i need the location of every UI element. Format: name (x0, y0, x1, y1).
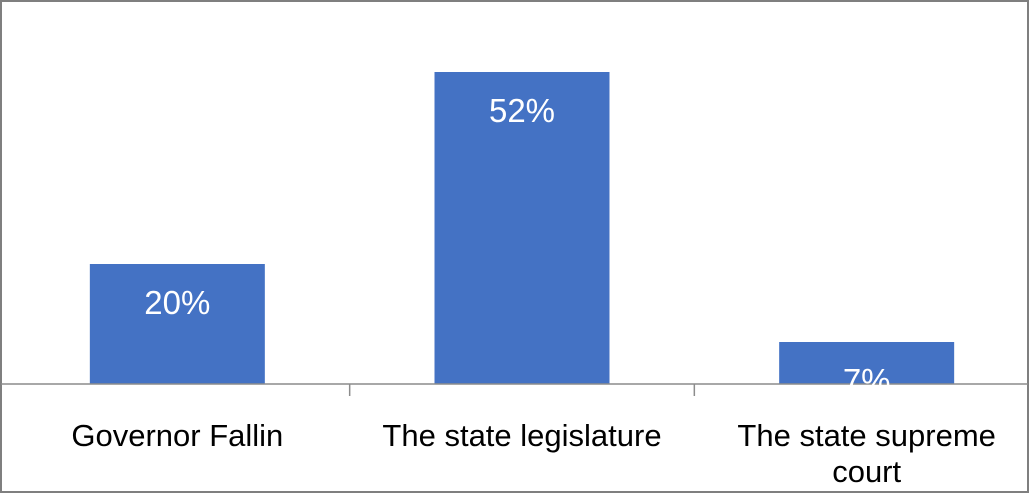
bar-1 (89, 264, 265, 384)
labels-layer: 20% 52% 7% (144, 92, 890, 399)
data-label-2: 52% (489, 92, 555, 129)
data-label-1: 20% (144, 284, 210, 321)
category-label-2: The state legislature (382, 418, 661, 453)
bars-layer (89, 72, 955, 384)
ticks-layer (348, 384, 696, 396)
category-label-3: The state supreme court (737, 418, 995, 489)
data-label-3: 7% (843, 362, 891, 399)
categories-layer: Governor Fallin The state legislature The … (71, 418, 996, 489)
category-label-1: Governor Fallin (71, 418, 283, 453)
bar-3 (779, 342, 955, 384)
bar-2 (434, 72, 610, 384)
